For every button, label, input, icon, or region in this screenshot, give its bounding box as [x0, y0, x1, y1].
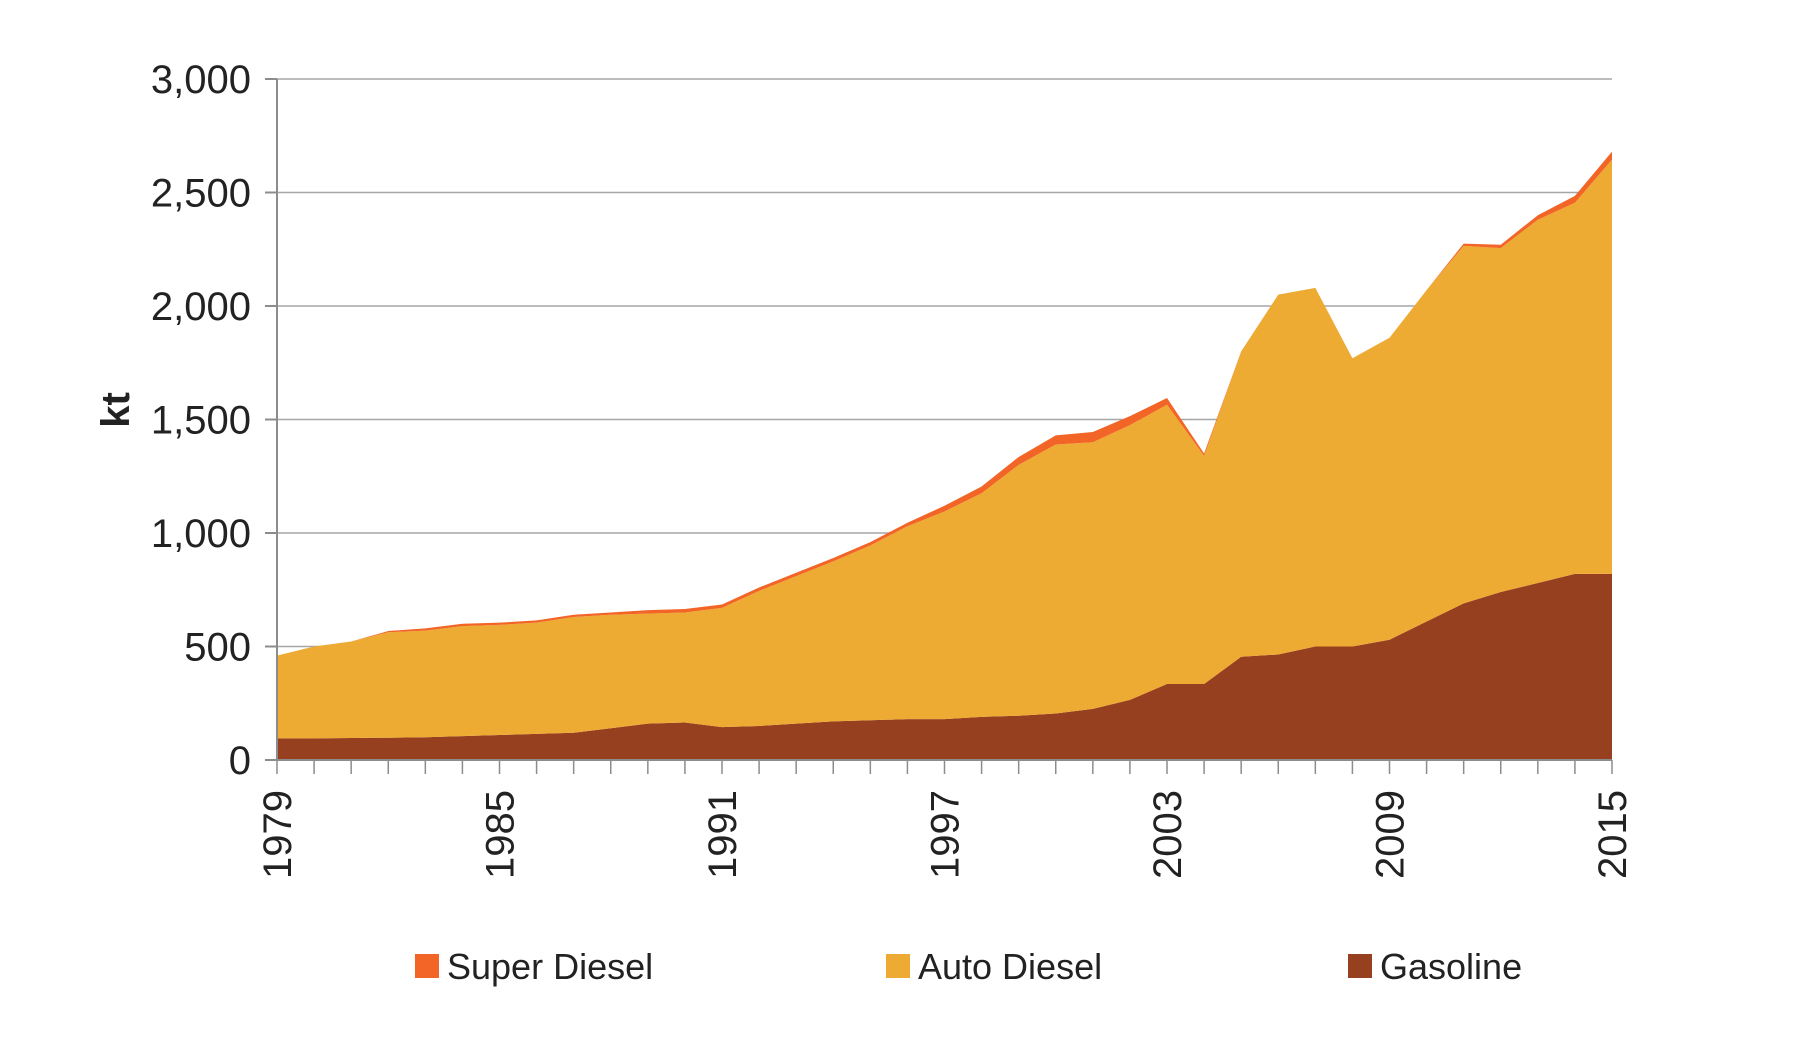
x-tick-labels: 1979 1985 1991 1997 2003 2009 2015 [256, 790, 1635, 879]
x-tick-label-2015: 2015 [1591, 790, 1635, 879]
legend-swatch-super-diesel [415, 954, 439, 978]
x-tick-label-2003: 2003 [1146, 790, 1190, 879]
area-gasoline [277, 573, 1612, 760]
y-axis-label: kt [94, 392, 138, 428]
x-tick-label-1997: 1997 [924, 790, 968, 879]
x-tick-label-2009: 2009 [1369, 790, 1413, 879]
area-series [277, 151, 1612, 760]
axes [265, 78, 1613, 774]
area-auto-diesel [277, 159, 1612, 739]
legend-label-super-diesel: Super Diesel [447, 946, 653, 987]
y-tick-label-1000: 1,000 [151, 512, 251, 556]
y-tick-labels: 0 500 1,000 1,500 2,000 2,500 3,000 [151, 58, 251, 783]
y-tick-label-3000: 3,000 [151, 58, 251, 102]
legend-swatch-gasoline [1348, 954, 1372, 978]
y-tick-label-0: 0 [229, 739, 251, 783]
y-tick-label-2500: 2,500 [151, 172, 251, 216]
y-tick-label-1500: 1,500 [151, 399, 251, 443]
x-tick-label-1985: 1985 [479, 790, 523, 879]
x-tick-label-1979: 1979 [256, 790, 300, 879]
legend: Super Diesel Auto Diesel Gasoline [415, 946, 1522, 987]
legend-label-gasoline: Gasoline [1380, 946, 1522, 987]
legend-label-auto-diesel: Auto Diesel [918, 946, 1102, 987]
y-tick-label-500: 500 [184, 626, 251, 670]
legend-swatch-auto-diesel [886, 954, 910, 978]
y-tick-label-2000: 2,000 [151, 285, 251, 329]
x-tick-label-1991: 1991 [701, 790, 745, 879]
